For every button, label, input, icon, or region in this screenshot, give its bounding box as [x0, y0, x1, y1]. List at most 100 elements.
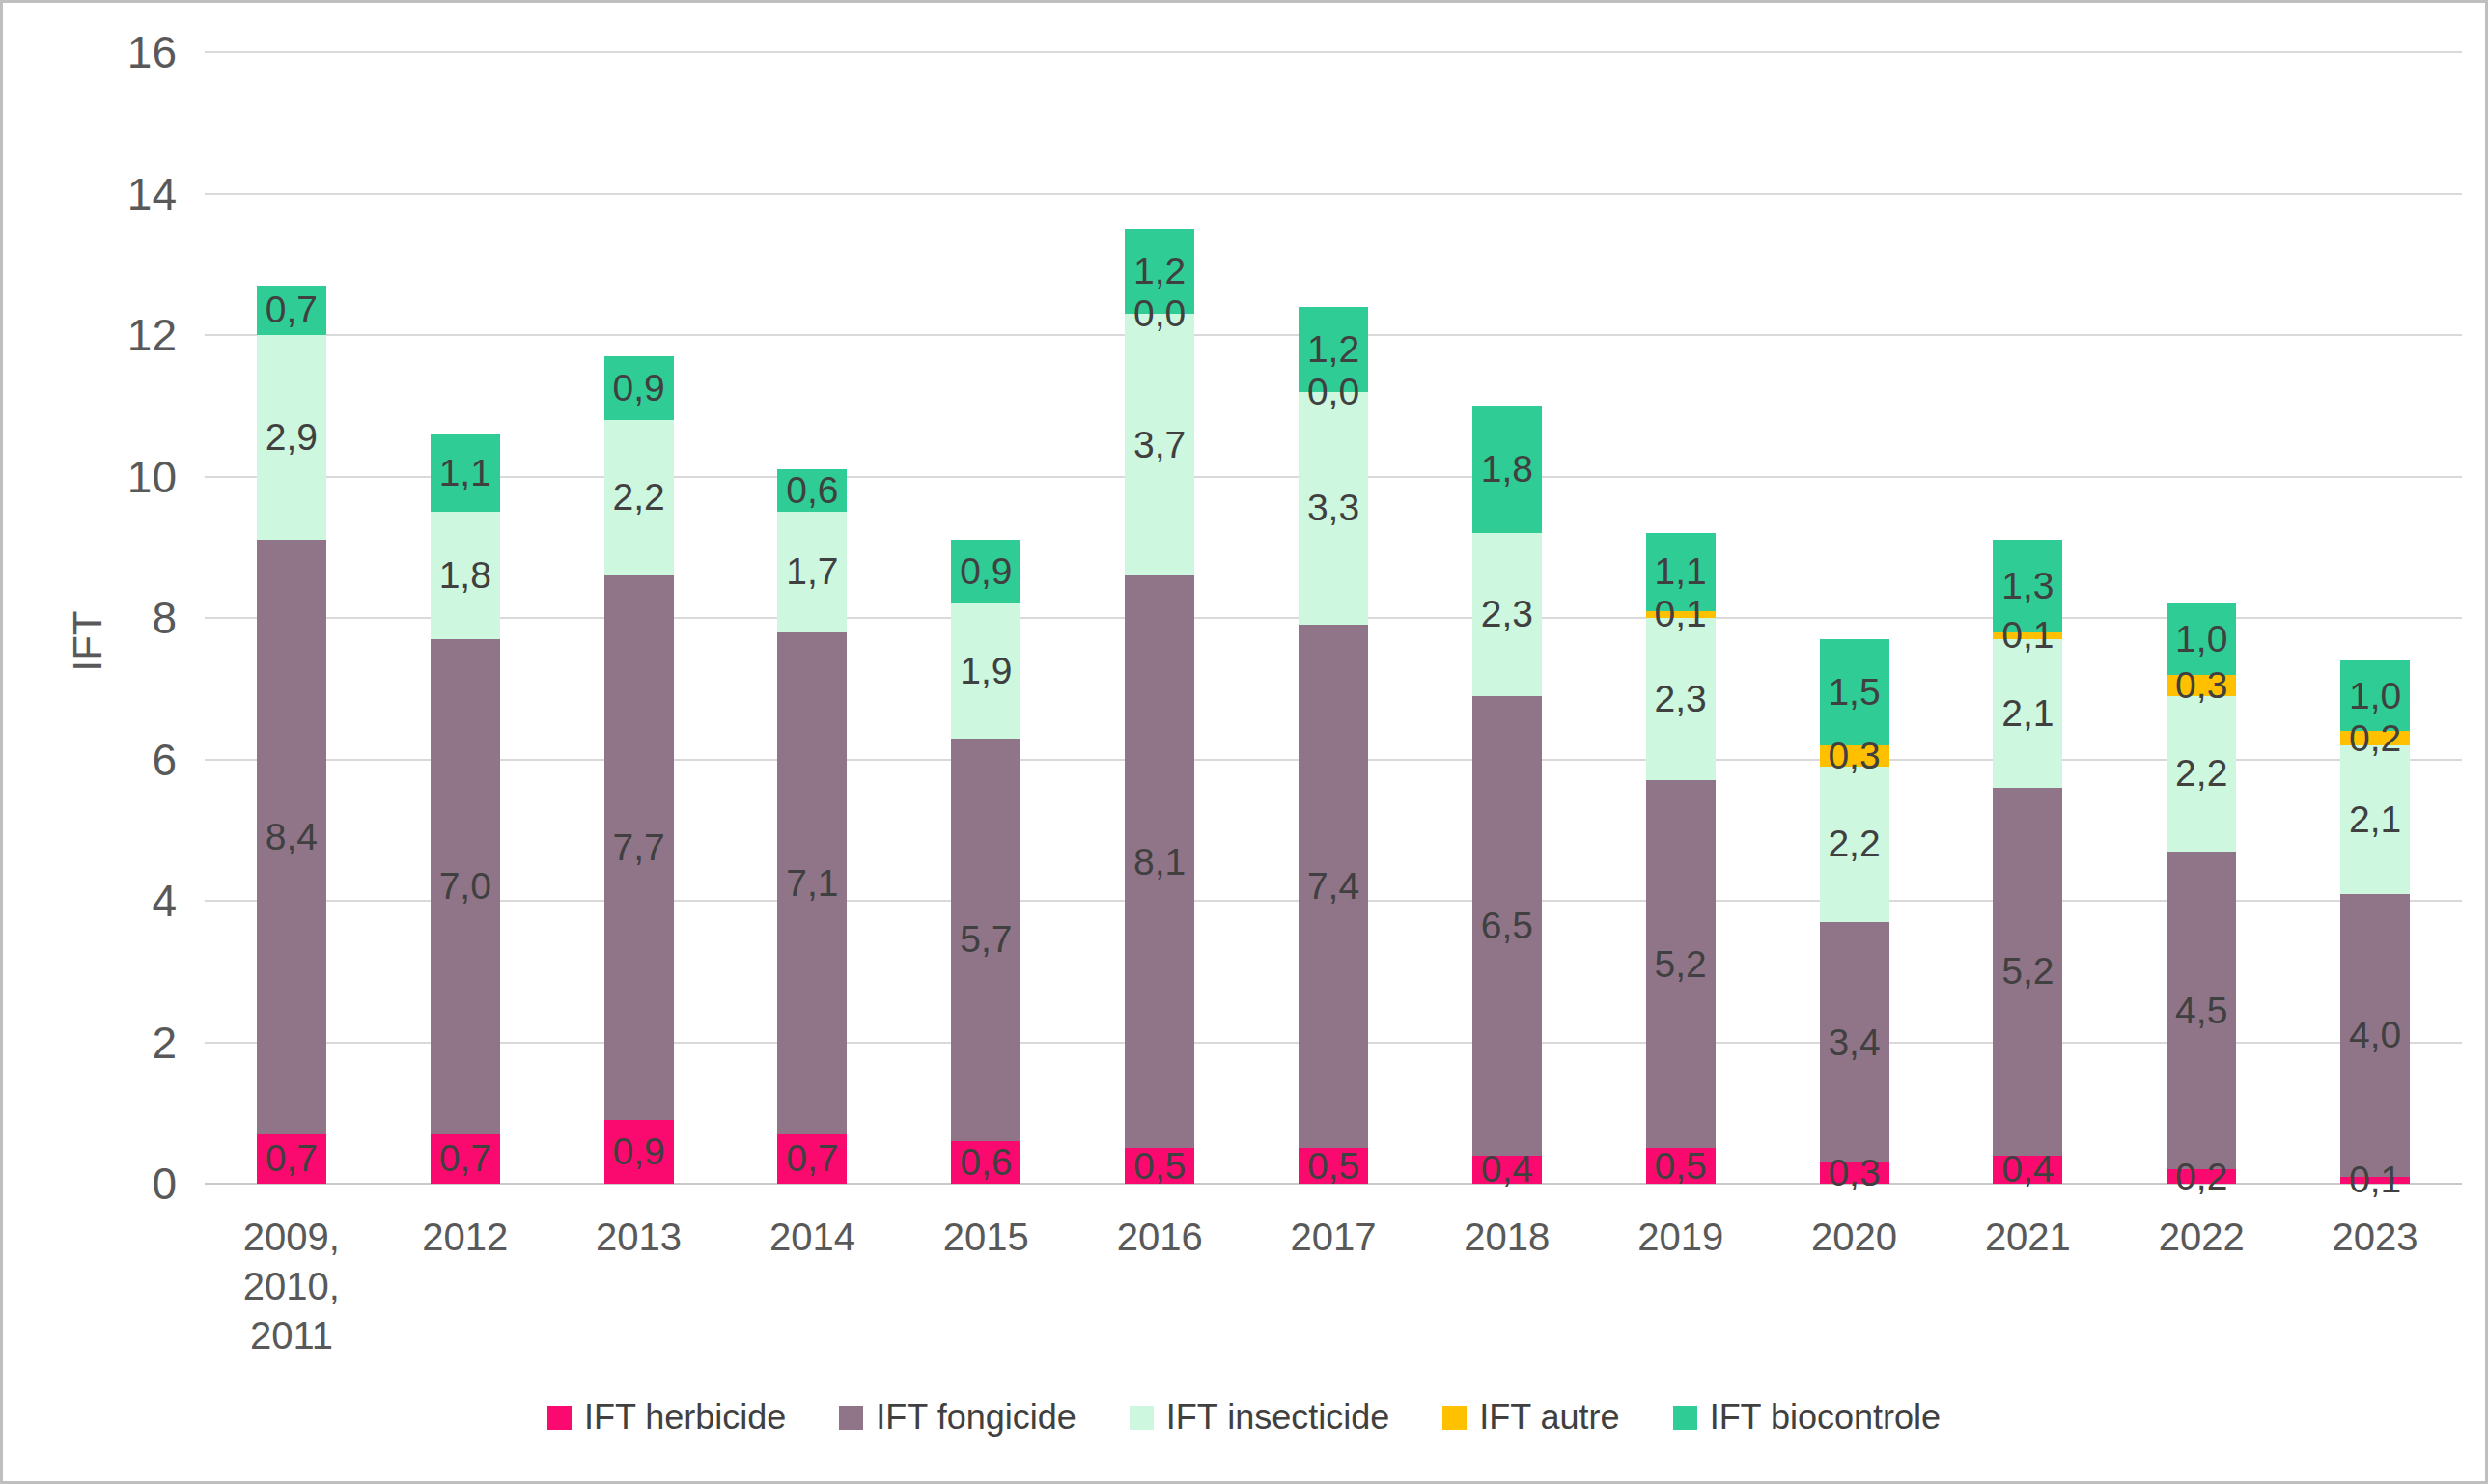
bar-segment-ift-herbicide — [1993, 1156, 2062, 1184]
y-tick-label: 12 — [3, 313, 177, 357]
bar-2013: 0,97,72,20,9 — [604, 52, 674, 1184]
bar-segment-ift-herbicide — [604, 1120, 674, 1184]
bar-segment-ift-insecticide — [1820, 767, 1889, 922]
bar-segment-ift-herbicide — [1472, 1156, 1542, 1184]
bar-2023: 0,14,02,10,21,0 — [2340, 52, 2410, 1184]
bar-segment-ift-herbicide — [1646, 1148, 1716, 1184]
legend-item-ift-autre: IFT autre — [1442, 1397, 1619, 1438]
bar-2022: 0,24,52,20,31,0 — [2167, 52, 2236, 1184]
bar-segment-ift-insecticide — [2340, 745, 2410, 894]
legend-item-ift-insecticide: IFT insecticide — [1130, 1397, 1389, 1438]
x-category-label: 2014 — [726, 1213, 900, 1262]
bar-segment-ift-biocontrole — [2167, 603, 2236, 674]
legend-color-swatch — [547, 1406, 572, 1430]
bar-segment-ift-herbicide — [1299, 1148, 1368, 1184]
bar-segment-ift-herbicide — [2167, 1169, 2236, 1184]
bar-segment-ift-autre — [1646, 611, 1716, 618]
bar-segment-ift-biocontrole — [2340, 660, 2410, 731]
bar-2012: 0,77,01,81,1 — [431, 52, 500, 1184]
bar-2017: 0,57,43,30,01,2 — [1299, 52, 1368, 1184]
y-tick-label: 6 — [3, 738, 177, 782]
bar-segment-ift-insecticide — [431, 512, 500, 639]
legend-label: IFT herbicide — [584, 1397, 786, 1438]
bar-segment-ift-fongicide — [1993, 788, 2062, 1156]
bar-segment-ift-autre — [1820, 745, 1889, 767]
bar-2015: 0,65,71,90,9 — [951, 52, 1020, 1184]
bar-segment-ift-autre — [2340, 731, 2410, 745]
bar-segment-ift-herbicide — [951, 1141, 1020, 1184]
bar-2009: 0,78,42,90,7 — [257, 52, 326, 1184]
bar-segment-ift-herbicide — [2340, 1177, 2410, 1184]
bar-segment-ift-fongicide — [1820, 922, 1889, 1162]
chart-canvas: IFT 0,78,42,90,70,77,01,81,10,97,72,20,9… — [0, 0, 2488, 1484]
bar-segment-ift-fongicide — [1299, 625, 1368, 1148]
legend-label: IFT insecticide — [1166, 1397, 1389, 1438]
bar-segment-ift-fongicide — [2167, 852, 2236, 1170]
bar-segment-ift-herbicide — [1125, 1148, 1194, 1184]
bar-segment-ift-autre — [1993, 632, 2062, 639]
bar-segment-ift-biocontrole — [1299, 307, 1368, 392]
bar-segment-ift-biocontrole — [604, 356, 674, 420]
legend-label: IFT fongicide — [876, 1397, 1076, 1438]
bar-segment-ift-biocontrole — [1993, 540, 2062, 631]
x-category-label: 2019 — [1594, 1213, 1768, 1262]
bar-segment-ift-insecticide — [1472, 533, 1542, 695]
x-category-label: 2021 — [1941, 1213, 2114, 1262]
bar-segment-ift-fongicide — [777, 632, 847, 1134]
legend-label: IFT autre — [1479, 1397, 1619, 1438]
legend-color-swatch — [839, 1406, 863, 1430]
x-category-label: 2013 — [552, 1213, 726, 1262]
bar-segment-ift-fongicide — [1125, 575, 1194, 1148]
x-category-label: 2017 — [1246, 1213, 1420, 1262]
legend-color-swatch — [1130, 1406, 1154, 1430]
y-tick-label: 14 — [3, 172, 177, 216]
bar-segment-ift-insecticide — [1125, 314, 1194, 575]
y-tick-label: 2 — [3, 1021, 177, 1065]
plot-area: 0,78,42,90,7 0,77,01,81,1 0,97,72,20,9 0,77… — [205, 52, 2462, 1184]
y-tick-label: 16 — [3, 30, 177, 74]
x-category-label: 2022 — [2114, 1213, 2288, 1262]
bar-segment-ift-biocontrole — [257, 286, 326, 335]
bar-segment-ift-herbicide — [257, 1134, 326, 1184]
y-tick-label: 4 — [3, 879, 177, 923]
bar-segment-ift-herbicide — [431, 1134, 500, 1184]
bar-2014: 0,77,11,70,6 — [777, 52, 847, 1184]
y-tick-label: 0 — [3, 1162, 177, 1206]
legend-label: IFT biocontrole — [1710, 1397, 1941, 1438]
bar-segment-ift-fongicide — [257, 540, 326, 1134]
y-tick-label: 8 — [3, 596, 177, 640]
x-category-label: 2018 — [1420, 1213, 1594, 1262]
bar-segment-ift-biocontrole — [951, 540, 1020, 603]
bar-2016: 0,58,13,70,01,2 — [1125, 52, 1194, 1184]
bar-segment-ift-autre — [2167, 675, 2236, 696]
bar-segment-ift-insecticide — [1646, 618, 1716, 780]
legend-color-swatch — [1673, 1406, 1697, 1430]
legend-item-ift-fongicide: IFT fongicide — [839, 1397, 1076, 1438]
bar-segment-ift-insecticide — [1993, 639, 2062, 788]
x-category-label: 2015 — [899, 1213, 1073, 1262]
legend-item-ift-herbicide: IFT herbicide — [547, 1397, 786, 1438]
bar-2021: 0,45,22,10,11,3 — [1993, 52, 2062, 1184]
bar-segment-ift-insecticide — [257, 335, 326, 540]
bar-segment-ift-fongicide — [1472, 696, 1542, 1156]
legend: IFT herbicide IFT fongicide IFT insecticid… — [3, 1397, 2485, 1438]
bar-segment-ift-fongicide — [951, 739, 1020, 1142]
bar-segment-ift-biocontrole — [1820, 639, 1889, 745]
bar-2019: 0,55,22,30,11,1 — [1646, 52, 1716, 1184]
bar-segment-ift-insecticide — [1299, 392, 1368, 626]
bar-segment-ift-fongicide — [431, 639, 500, 1134]
x-category-label: 2009, 2010, 2011 — [205, 1213, 378, 1360]
bar-segment-ift-biocontrole — [777, 469, 847, 512]
x-category-label: 2020 — [1768, 1213, 1942, 1262]
bar-2018: 0,46,52,31,8 — [1472, 52, 1542, 1184]
legend-color-swatch — [1442, 1406, 1467, 1430]
bar-segment-ift-fongicide — [604, 575, 674, 1120]
bar-2020: 0,33,42,20,31,5 — [1820, 52, 1889, 1184]
bar-segment-ift-insecticide — [777, 512, 847, 632]
legend-item-ift-biocontrole: IFT biocontrole — [1673, 1397, 1941, 1438]
bar-segment-ift-biocontrole — [431, 434, 500, 513]
bar-segment-ift-fongicide — [2340, 894, 2410, 1177]
bar-segment-ift-fongicide — [1646, 780, 1716, 1148]
bar-segment-ift-herbicide — [777, 1134, 847, 1184]
x-category-label: 2016 — [1073, 1213, 1246, 1262]
